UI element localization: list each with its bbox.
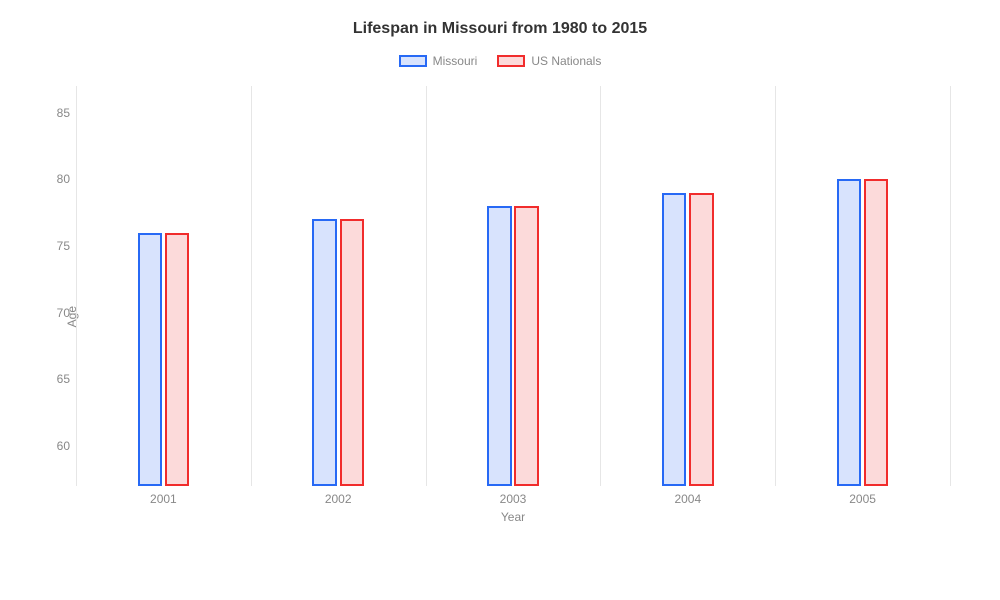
bar-us-nationals xyxy=(864,179,888,486)
legend-swatch-us xyxy=(497,55,525,67)
y-tick: 85 xyxy=(40,106,70,120)
x-axis-label: Year xyxy=(501,510,525,524)
legend-label-missouri: Missouri xyxy=(433,54,478,68)
legend-item-missouri: Missouri xyxy=(399,54,478,68)
bar-us-nationals xyxy=(340,219,364,486)
x-tick: 2004 xyxy=(674,492,701,506)
bar-us-nationals xyxy=(165,233,189,486)
bar-missouri xyxy=(487,206,511,486)
legend-swatch-missouri xyxy=(399,55,427,67)
y-tick: 75 xyxy=(40,239,70,253)
x-tick: 2005 xyxy=(849,492,876,506)
gridline xyxy=(950,86,951,486)
legend: Missouri US Nationals xyxy=(40,54,960,68)
bar-us-nationals xyxy=(689,193,713,486)
bar-us-nationals xyxy=(514,206,538,486)
y-tick: 80 xyxy=(40,172,70,186)
bar-missouri xyxy=(837,179,861,486)
legend-label-us: US Nationals xyxy=(531,54,601,68)
bars-layer xyxy=(76,86,950,486)
chart-container: Lifespan in Missouri from 1980 to 2015 M… xyxy=(0,0,1000,600)
bar-missouri xyxy=(662,193,686,486)
x-tick: 2002 xyxy=(325,492,352,506)
x-tick: 2001 xyxy=(150,492,177,506)
x-tick: 2003 xyxy=(500,492,527,506)
bar-missouri xyxy=(312,219,336,486)
bar-missouri xyxy=(138,233,162,486)
y-tick: 70 xyxy=(40,306,70,320)
plot-region: 606570758085 xyxy=(76,86,950,486)
x-axis: Year 2001 2002 2003 2004 2005 xyxy=(76,486,950,526)
legend-item-us: US Nationals xyxy=(497,54,601,68)
y-tick: 60 xyxy=(40,439,70,453)
chart-title: Lifespan in Missouri from 1980 to 2015 xyxy=(40,20,960,38)
y-tick: 65 xyxy=(40,372,70,386)
plot-area: Age 606570758085 Year 200120022003200420… xyxy=(76,86,950,526)
